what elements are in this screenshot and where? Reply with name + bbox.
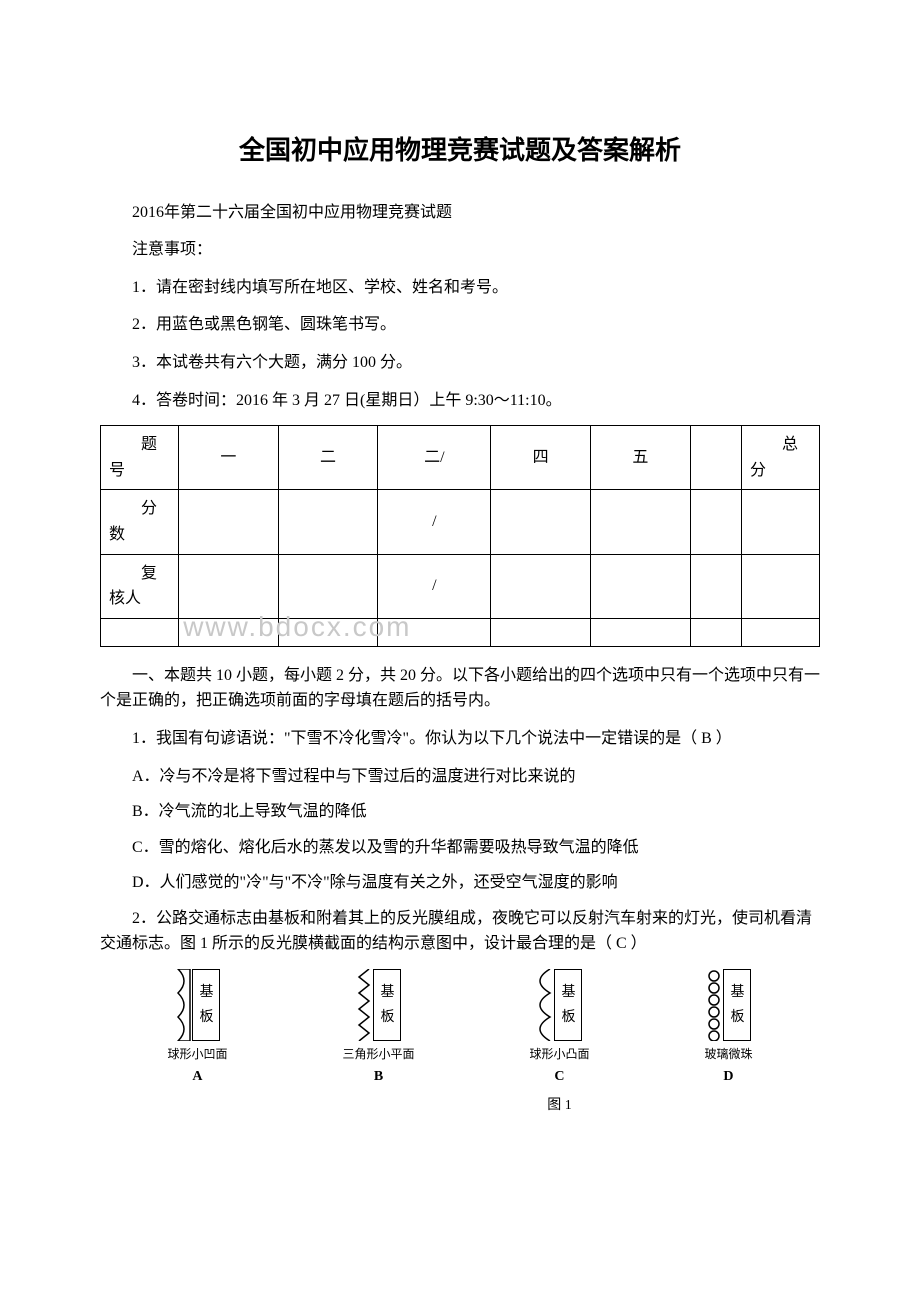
question-text: 1．我国有句谚语说："下雪不冷化雪冷"。你认为以下几个说法中一定错误的是（ B … <box>100 726 820 752</box>
table-cell <box>690 490 741 554</box>
table-cell <box>742 554 820 618</box>
table-cell <box>690 618 741 646</box>
figure-letter: A <box>192 1066 202 1088</box>
question-text: 2．公路交通标志由基板和附着其上的反光膜组成，夜晚它可以反射汽车射来的灯光，使司… <box>100 906 820 957</box>
score-table: 题号 一 二 二/ 四 五 总分 分数 / 复核人 / www.bdocx.co… <box>100 425 820 647</box>
section-intro: 一、本题共 10 小题，每小题 2 分，共 20 分。以下各小题给出的四个选项中… <box>100 663 820 714</box>
table-cell <box>491 618 591 646</box>
figure-base-label: 基板 <box>723 969 751 1041</box>
subtitle-text: 2016年第二十六届全国初中应用物理竞赛试题 <box>100 200 820 226</box>
notice-item: 2．用蓝色或黑色钢笔、圆珠笔书写。 <box>100 312 820 338</box>
table-row: 题号 一 二 二/ 四 五 总分 <box>101 426 820 490</box>
table-cell <box>591 490 691 554</box>
table-row: 分数 / <box>101 490 820 554</box>
figure-base-label: 基板 <box>192 969 220 1041</box>
figure-base-label: 基板 <box>554 969 582 1041</box>
figure-letter: C <box>554 1066 564 1088</box>
figure-sub-label: 球形小凹面 <box>167 1045 227 1064</box>
notice-header: 注意事项： <box>100 237 820 263</box>
table-cell: 二/ <box>378 426 491 490</box>
convex-sphere-icon <box>536 969 554 1041</box>
option-text: B．冷气流的北上导致气温的降低 <box>100 799 820 825</box>
table-cell: 四 <box>491 426 591 490</box>
table-cell <box>179 490 279 554</box>
figure-item-d: 基板 玻璃微珠 D <box>704 969 752 1089</box>
figure-base-label: 基板 <box>373 969 401 1041</box>
table-cell: 二 <box>278 426 378 490</box>
table-cell <box>591 618 691 646</box>
table-cell <box>591 554 691 618</box>
figure-row: 基板 球形小凹面 A 基板 三角形小平面 B 基板 球形小凸面 C 图 1 <box>100 969 820 1117</box>
option-text: C．雪的熔化、熔化后水的蒸发以及雪的升华都需要吸热导致气温的降低 <box>100 835 820 861</box>
table-cell <box>690 426 741 490</box>
glass-bead-icon <box>705 969 723 1041</box>
table-cell: www.bdocx.com <box>378 618 491 646</box>
figure-item-a: 基板 球形小凹面 A <box>167 969 227 1089</box>
figure-sub-label: 球形小凸面 <box>529 1045 589 1064</box>
page-title: 全国初中应用物理竞赛试题及答案解析 <box>100 130 820 172</box>
table-cell: 一 <box>179 426 279 490</box>
watermark-text: www.bdocx.com <box>183 605 411 650</box>
table-header-cell: 复核人 <box>101 554 179 618</box>
table-cell <box>690 554 741 618</box>
table-header-cell: 题号 <box>101 426 179 490</box>
figure-item-b: 基板 三角形小平面 B <box>342 969 414 1089</box>
option-text: A．冷与不冷是将下雪过程中与下雪过后的温度进行对比来说的 <box>100 764 820 790</box>
figure-letter: D <box>723 1066 733 1088</box>
option-text: D．人们感觉的"冷"与"不冷"除与温度有关之外，还受空气湿度的影响 <box>100 870 820 896</box>
figure-sub-label: 三角形小平面 <box>342 1045 414 1064</box>
triangle-surface-icon <box>355 969 373 1041</box>
figure-letter: B <box>374 1066 383 1088</box>
notice-item: 1．请在密封线内填写所在地区、学校、姓名和考号。 <box>100 275 820 301</box>
table-header-cell: 分数 <box>101 490 179 554</box>
notice-item: 4．答卷时间：2016 年 3 月 27 日(星期日）上午 9:30～11:10… <box>100 388 820 414</box>
notice-item: 3．本试卷共有六个大题，满分 100 分。 <box>100 350 820 376</box>
table-cell <box>742 490 820 554</box>
table-cell <box>491 554 591 618</box>
table-cell <box>278 490 378 554</box>
table-cell: / <box>378 490 491 554</box>
table-cell <box>742 618 820 646</box>
table-cell <box>101 618 179 646</box>
table-cell <box>491 490 591 554</box>
figure-item-c: 基板 球形小凸面 C 图 1 <box>529 969 589 1117</box>
figure-caption: 图 1 <box>547 1095 572 1117</box>
table-cell: 五 <box>591 426 691 490</box>
table-row: www.bdocx.com <box>101 618 820 646</box>
concave-sphere-icon <box>174 969 192 1041</box>
table-cell: 总分 <box>742 426 820 490</box>
figure-sub-label: 玻璃微珠 <box>704 1045 752 1064</box>
